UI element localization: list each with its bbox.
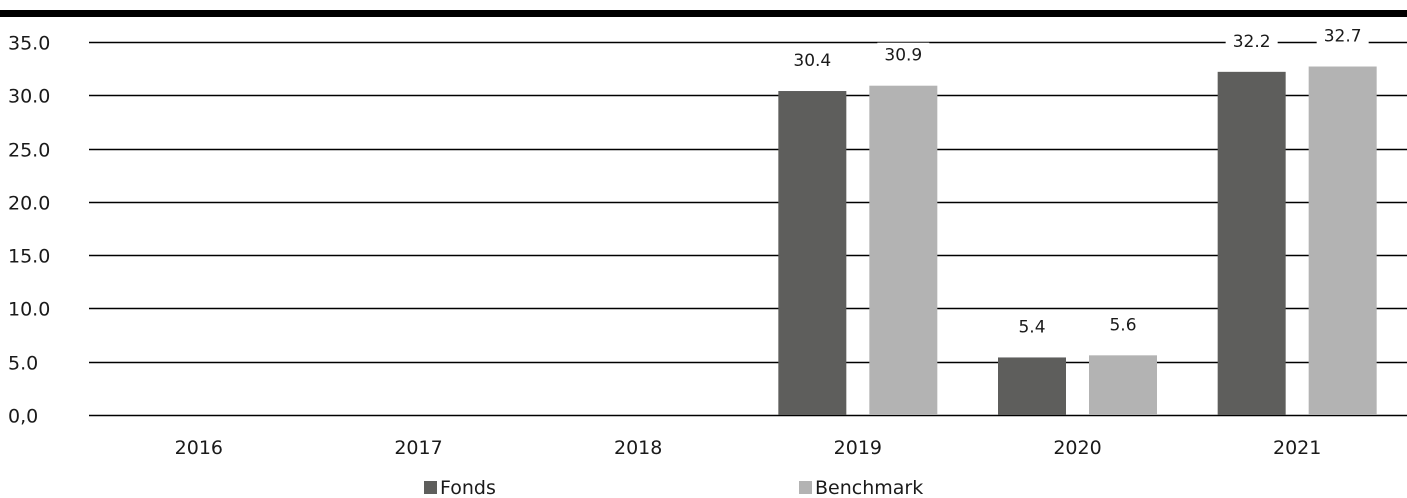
y-tick-label: 0,0 [8, 406, 38, 428]
x-tick-label: 2019 [834, 437, 882, 459]
data-label: 5.4 [1018, 317, 1045, 337]
data-label-background [786, 48, 839, 75]
gridlines [89, 41, 1407, 417]
data-label-background [1102, 312, 1144, 339]
y-tick-label: 5.0 [8, 353, 38, 375]
x-tick-label: 2021 [1273, 437, 1321, 459]
y-tick-label: 10.0 [8, 299, 50, 321]
data-label: 30.9 [884, 46, 922, 66]
y-tick-label: 25.0 [8, 140, 50, 162]
x-tick-label: 2020 [1053, 437, 1101, 459]
data-label-background [1011, 314, 1053, 341]
y-axis-tick-labels: 0,0 5.0 10.0 15.0 20.0 25.0 30.0 35.0 [8, 33, 50, 428]
x-tick-label: 2017 [394, 437, 442, 459]
y-tick-label: 15.0 [8, 246, 50, 268]
data-label: 32.2 [1233, 32, 1271, 52]
bar-benchmark-2019 [869, 85, 938, 416]
data-label-background [877, 42, 930, 69]
data-label: 5.6 [1109, 315, 1136, 335]
bar-fonds-2019 [778, 91, 847, 415]
data-labels: 30.4 30.9 5.4 5.6 32.2 32.7 [786, 23, 1369, 341]
legend-swatch-fonds [424, 481, 437, 494]
bar-benchmark-2020 [1089, 355, 1157, 415]
data-label-background [1225, 28, 1278, 55]
y-tick-label: 35.0 [8, 33, 50, 55]
data-label: 30.4 [793, 51, 831, 71]
bar-fonds-2020 [998, 357, 1066, 415]
bars [778, 66, 1377, 416]
x-tick-label: 2016 [175, 437, 223, 459]
bar-benchmark-2021 [1308, 66, 1377, 416]
legend-swatch-benchmark [799, 481, 812, 494]
data-label: 32.7 [1324, 27, 1362, 47]
top-border [0, 10, 1407, 17]
data-label-background [1316, 23, 1369, 50]
legend-label-fonds: Fonds [440, 477, 496, 498]
legend: Fonds Benchmark [424, 477, 923, 498]
x-tick-label: 2018 [614, 437, 662, 459]
legend-label-benchmark: Benchmark [815, 477, 923, 498]
y-tick-label: 30.0 [8, 86, 50, 108]
y-tick-label: 20.0 [8, 193, 50, 215]
x-axis-tick-labels: 2016 2017 2018 2019 2020 2021 [175, 437, 1322, 459]
bar-fonds-2021 [1217, 71, 1286, 415]
